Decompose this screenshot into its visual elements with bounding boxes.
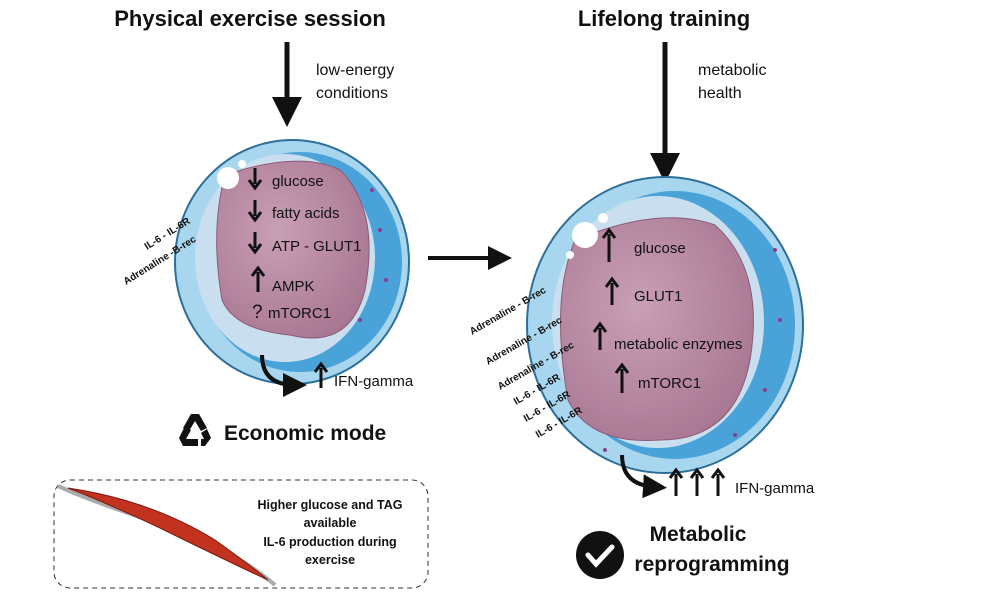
right-cell [526, 176, 804, 474]
left-output-label: IFN-gamma [334, 373, 414, 390]
recycle-icon [179, 414, 211, 446]
right-input-label-1: metabolic [698, 62, 766, 79]
right-mode-label-2: reprogramming [634, 553, 789, 576]
checkmark-icon [576, 531, 624, 579]
left-title: Physical exercise session [114, 6, 386, 31]
up-arrow-icon [601, 227, 617, 262]
left-cell [174, 139, 410, 385]
left-output-arrow [260, 354, 307, 397]
muscle-text-3: IL-6 production during [263, 535, 396, 549]
up-arrow-icon [250, 265, 266, 292]
left-item-glucose: glucose [272, 173, 324, 190]
right-item-glucose: glucose [634, 240, 686, 257]
right-item-mtorc1: mTORC1 [638, 375, 701, 392]
down-arrow-icon [247, 168, 263, 191]
down-arrow-icon [247, 200, 263, 223]
right-output-label: IFN-gamma [735, 480, 815, 497]
muscle-icon [67, 487, 269, 581]
up-arrow-icon [592, 321, 608, 350]
left-mode-label: Economic mode [224, 422, 386, 445]
right-mode-label-1: Metabolic [650, 523, 747, 546]
right-item-metabolic-enzymes: metabolic enzymes [614, 336, 742, 353]
muscle-text-4: exercise [305, 553, 355, 567]
right-input-label-2: health [698, 85, 742, 102]
muscle-text-2: available [304, 516, 357, 530]
left-item-mtorc1: mTORC1 [268, 305, 331, 322]
left-item-ampk: AMPK [272, 278, 315, 295]
up-arrow-icon [313, 361, 329, 388]
left-item-atp: ATP - GLUT1 [272, 238, 361, 255]
down-arrow-icon [247, 232, 263, 255]
up-arrow-icon [614, 362, 630, 393]
muscle-box: Higher glucose and TAG available IL-6 pr… [53, 479, 429, 589]
left-cell-items: glucose fatty acids ATP - GLUT1 AMPK ? m… [247, 168, 361, 323]
right-item-glut1: GLUT1 [634, 288, 682, 305]
left-input-label-1: low-energy [316, 62, 394, 79]
right-output-arrow [620, 454, 667, 499]
triple-up-arrow-icon [668, 467, 726, 496]
up-arrow-icon [604, 276, 620, 305]
right-cell-items: glucose GLUT1 metabolic enzymes mTORC1 [592, 227, 742, 393]
muscle-text-1: Higher glucose and TAG [258, 498, 403, 512]
left-input-label-2: conditions [316, 85, 388, 102]
left-item-fatty-acids: fatty acids [272, 205, 340, 222]
right-title: Lifelong training [578, 6, 750, 31]
question-mark: ? [252, 302, 263, 323]
